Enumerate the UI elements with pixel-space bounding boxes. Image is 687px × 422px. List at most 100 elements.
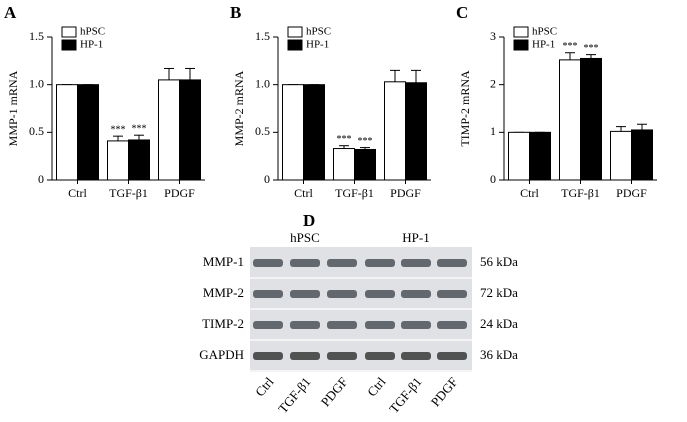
band: [327, 259, 357, 267]
legend-swatch: [513, 26, 529, 38]
legend-label: HP-1: [80, 39, 103, 51]
band: [401, 259, 431, 267]
panel-label: C: [456, 3, 468, 22]
size-label: 24 kDa: [480, 316, 518, 331]
row-label: TIMP-2: [202, 316, 244, 331]
significance-label: ***: [111, 124, 126, 135]
size-label: 36 kDa: [480, 347, 518, 362]
size-label: 72 kDa: [480, 285, 518, 300]
band: [365, 290, 395, 298]
band: [290, 259, 320, 267]
y-tick-label: 0: [264, 172, 270, 186]
band: [253, 259, 283, 267]
significance-label: ***: [358, 136, 373, 147]
x-tick-label: Ctrl: [520, 186, 539, 200]
band: [253, 321, 283, 329]
lane-label: TGF-β1: [275, 374, 313, 416]
lane-label: TGF-β1: [386, 374, 424, 416]
bar: [610, 130, 632, 181]
lane-label: PDGF: [428, 374, 461, 409]
bar: [508, 131, 530, 181]
bar: [107, 140, 129, 181]
y-tick-label: 1.0: [255, 76, 270, 90]
band: [437, 321, 467, 329]
band: [327, 290, 357, 298]
band: [253, 352, 283, 360]
bar: [128, 139, 150, 181]
x-tick-label: Ctrl: [68, 186, 87, 200]
y-tick-label: 0: [490, 172, 496, 186]
legend-label: hPSC: [80, 26, 105, 38]
x-tick-label: TGF-β1: [335, 186, 374, 200]
band: [253, 290, 283, 298]
bar: [303, 84, 325, 181]
x-tick-label: Ctrl: [294, 186, 313, 200]
row-label: MMP-1: [203, 254, 244, 269]
legend-label: hPSC: [532, 26, 557, 38]
significance-label: ***: [337, 134, 352, 145]
y-axis-label: MMP-1 mRNA: [6, 70, 20, 146]
bar: [529, 131, 551, 181]
significance-label: ***: [563, 41, 578, 52]
group-label: hPSC: [290, 230, 320, 245]
legend-swatch: [287, 39, 303, 51]
legend-swatch: [287, 26, 303, 38]
bar: [631, 129, 653, 181]
legend-swatch: [61, 26, 77, 38]
x-tick-label: PDGF: [164, 186, 195, 200]
significance-label: ***: [132, 123, 147, 134]
y-axis-label: MMP-2 mRNA: [232, 70, 246, 146]
group-label: HP-1: [402, 230, 429, 245]
band: [290, 290, 320, 298]
bar: [559, 59, 581, 181]
legend-label: HP-1: [532, 39, 555, 51]
y-axis-label: TIMP-2 mRNA: [458, 70, 472, 147]
y-tick-label: 2: [490, 76, 496, 90]
bar: [384, 81, 406, 181]
bar: [282, 84, 304, 181]
y-tick-label: 0.5: [255, 124, 270, 138]
y-tick-label: 1.5: [255, 29, 270, 43]
x-tick-label: TGF-β1: [109, 186, 148, 200]
legend-swatch: [513, 39, 529, 51]
significance-label: ***: [584, 43, 599, 54]
bar: [405, 82, 427, 181]
y-tick-label: 0: [38, 172, 44, 186]
bar: [77, 84, 99, 181]
row-label: MMP-2: [203, 285, 244, 300]
band: [401, 321, 431, 329]
x-tick-label: PDGF: [390, 186, 421, 200]
bar: [354, 148, 376, 181]
bar: [179, 79, 201, 181]
band: [401, 352, 431, 360]
band: [437, 290, 467, 298]
x-tick-label: TGF-β1: [561, 186, 600, 200]
lane-label: PDGF: [318, 374, 351, 409]
row-label: GAPDH: [199, 347, 244, 362]
lane-label: Ctrl: [364, 374, 389, 399]
y-tick-label: 1.5: [29, 29, 44, 43]
band: [290, 321, 320, 329]
bar: [333, 148, 355, 181]
lane-label: Ctrl: [252, 374, 277, 399]
band: [365, 352, 395, 360]
y-tick-label: 0.5: [29, 124, 44, 138]
size-label: 56 kDa: [480, 254, 518, 269]
band: [401, 290, 431, 298]
band: [365, 321, 395, 329]
band: [365, 259, 395, 267]
y-tick-label: 3: [490, 29, 496, 43]
legend-swatch: [61, 39, 77, 51]
band: [290, 352, 320, 360]
panel-label: A: [4, 3, 17, 22]
band: [327, 321, 357, 329]
y-tick-label: 1: [490, 124, 496, 138]
band: [437, 259, 467, 267]
y-tick-label: 1.0: [29, 76, 44, 90]
bar: [158, 79, 180, 181]
legend-label: HP-1: [306, 39, 329, 51]
band: [327, 352, 357, 360]
x-tick-label: PDGF: [616, 186, 647, 200]
panel-label: D: [303, 211, 315, 230]
